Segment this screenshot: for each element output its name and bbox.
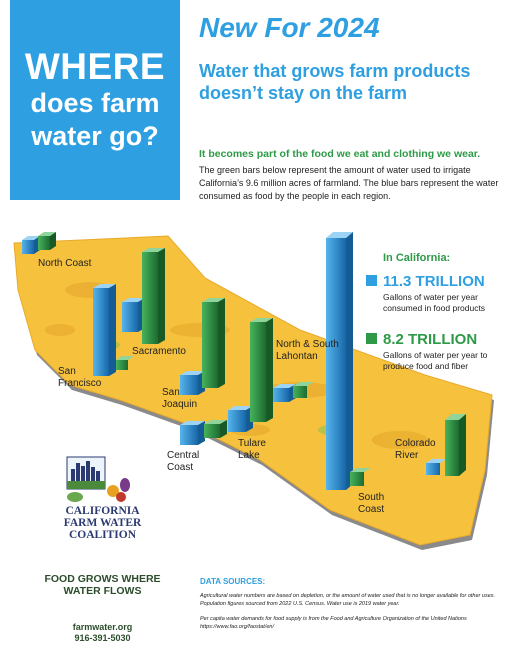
logo-line-3: COALITION: [68, 529, 137, 541]
hero-banner: WHERE does farm water go?: [10, 0, 180, 200]
lead-text: It becomes part of the food we eat and c…: [199, 148, 481, 160]
bar-tl-green: [250, 318, 273, 422]
bar-tl-blue: [228, 406, 253, 432]
region-label-san-joaquin: San Joaquin: [162, 387, 198, 410]
bar-cc-blue: [180, 421, 205, 445]
region-label-south-coast: South Coast: [358, 492, 385, 515]
region-label-sacramento: Sacramento: [132, 346, 186, 357]
region-label-colorado-river: Colorado River: [395, 438, 436, 461]
headline: New For 2024: [199, 12, 380, 43]
sources-note-2: Per capita water demands for food supply…: [200, 616, 467, 630]
website-link[interactable]: farmwater.org: [72, 622, 133, 632]
bar-colorado-green: [445, 414, 466, 476]
subheadline: Water that grows farm products doesn’t s…: [199, 61, 471, 103]
bar-socoast-green: [350, 468, 371, 486]
bar-sf-blue: [93, 284, 116, 376]
legend-green-value: 8.2 TRILLION: [383, 331, 478, 348]
logo-line-1: CALIFORNIA: [65, 505, 140, 517]
bar-sac-green: [142, 248, 165, 344]
bar-north-coast-green: [38, 232, 56, 250]
bar-colorado-blue: [426, 459, 446, 475]
legend-blue-value: 11.3 TRILLION: [383, 273, 485, 290]
legend-green-desc: Gallons of water per year to produce foo…: [383, 350, 488, 371]
bar-sf-green: [116, 356, 134, 370]
sources-heading: DATA SOURCES:: [200, 577, 266, 586]
tagline: FOOD GROWS WHERE WATER FLOWS: [44, 573, 161, 597]
coalition-logo-text: CALIFORNIA FARM WATER COALITION: [40, 505, 165, 541]
bar-cc-green: [204, 420, 227, 438]
bar-socoast-blue: [326, 232, 353, 490]
legend-blue-desc: Gallons of water per year consumed in fo…: [383, 292, 486, 313]
hero-line-1: WHERE: [24, 46, 166, 87]
region-label-san-francisco: San Francisco: [58, 366, 102, 389]
bar-lah-green: [293, 382, 314, 398]
hero-line-2: does farm: [30, 88, 160, 118]
coalition-logo-icon: [66, 456, 130, 502]
region-label-central-coast: Central Coast: [167, 450, 200, 473]
bar-sj-green: [202, 298, 225, 388]
bar-north-coast-blue: [22, 236, 40, 254]
region-label-tulare-lake: Tulare Lake: [238, 438, 266, 461]
legend-green-swatch: [366, 333, 377, 344]
body-text: The green bars below represent the amoun…: [199, 165, 499, 201]
region-label-north-coast: North Coast: [38, 258, 92, 269]
bar-sac-blue: [122, 298, 145, 332]
hero-line-3: water go?: [31, 121, 159, 151]
logo-line-2: FARM WATER: [63, 517, 142, 529]
contact-block: farmwater.org 916-391-5030: [25, 622, 180, 644]
sources-note-1: Agricultural water numbers are based on …: [200, 593, 496, 607]
phone-number: 916-391-5030: [74, 633, 131, 643]
legend-heading: In California:: [383, 252, 451, 264]
bar-lah-blue: [273, 384, 296, 402]
california-map: [13, 232, 494, 550]
region-label-lahontan: North & South Lahontan: [276, 339, 339, 362]
legend-blue-swatch: [366, 275, 377, 286]
